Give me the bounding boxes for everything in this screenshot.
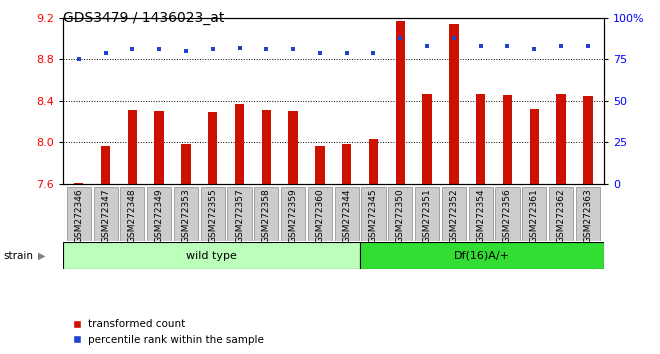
Text: GSM272349: GSM272349: [154, 189, 164, 243]
Text: GSM272346: GSM272346: [75, 189, 83, 243]
Bar: [342, 143, 351, 184]
FancyBboxPatch shape: [201, 187, 225, 241]
Bar: [235, 104, 244, 184]
FancyBboxPatch shape: [469, 187, 493, 241]
FancyBboxPatch shape: [388, 187, 412, 241]
FancyBboxPatch shape: [335, 187, 359, 241]
Bar: [127, 110, 137, 184]
FancyBboxPatch shape: [549, 187, 573, 241]
Bar: [395, 21, 405, 184]
FancyBboxPatch shape: [94, 187, 117, 241]
Text: GSM272354: GSM272354: [476, 189, 485, 243]
Text: Df(16)A/+: Df(16)A/+: [454, 251, 510, 261]
Text: strain: strain: [3, 251, 33, 261]
FancyBboxPatch shape: [67, 187, 91, 241]
Point: [422, 43, 432, 49]
Text: GSM272361: GSM272361: [530, 189, 539, 243]
Point: [100, 50, 111, 56]
Point: [502, 43, 513, 49]
FancyBboxPatch shape: [496, 187, 519, 241]
Bar: [369, 139, 378, 184]
Point: [395, 35, 405, 40]
FancyBboxPatch shape: [228, 187, 251, 241]
Bar: [422, 93, 432, 184]
FancyBboxPatch shape: [362, 187, 385, 241]
Text: GSM272355: GSM272355: [209, 189, 217, 243]
Point: [315, 50, 325, 56]
Bar: [449, 24, 459, 184]
FancyBboxPatch shape: [147, 187, 171, 241]
Legend: transformed count, percentile rank within the sample: transformed count, percentile rank withi…: [68, 315, 268, 349]
Point: [449, 35, 459, 40]
Point: [529, 46, 539, 52]
Bar: [288, 111, 298, 184]
Bar: [360, 242, 604, 269]
Text: wild type: wild type: [186, 251, 237, 261]
Point: [556, 43, 566, 49]
Bar: [182, 143, 191, 184]
Text: GSM272358: GSM272358: [262, 189, 271, 243]
Bar: [154, 111, 164, 184]
Text: GSM272357: GSM272357: [235, 189, 244, 243]
FancyBboxPatch shape: [308, 187, 332, 241]
Text: ▶: ▶: [38, 251, 46, 261]
Bar: [556, 93, 566, 184]
Point: [73, 57, 84, 62]
FancyBboxPatch shape: [415, 187, 439, 241]
Bar: [529, 109, 539, 184]
Point: [368, 50, 379, 56]
Text: GSM272351: GSM272351: [422, 189, 432, 243]
Point: [475, 43, 486, 49]
Text: GSM272345: GSM272345: [369, 189, 378, 243]
Point: [288, 46, 298, 52]
Point: [207, 46, 218, 52]
Text: GSM272363: GSM272363: [583, 189, 592, 243]
FancyBboxPatch shape: [442, 187, 466, 241]
Point: [234, 45, 245, 51]
Text: GSM272353: GSM272353: [182, 189, 191, 243]
Point: [341, 50, 352, 56]
Text: GSM272362: GSM272362: [556, 189, 566, 243]
Bar: [74, 183, 83, 184]
Bar: [208, 112, 217, 184]
Text: GSM272356: GSM272356: [503, 189, 512, 243]
FancyBboxPatch shape: [254, 187, 279, 241]
Bar: [315, 145, 325, 184]
Bar: [503, 95, 512, 184]
Text: GSM272348: GSM272348: [128, 189, 137, 243]
Bar: [101, 145, 110, 184]
Bar: [261, 110, 271, 184]
Bar: [583, 96, 593, 184]
Point: [583, 43, 593, 49]
Text: GSM272352: GSM272352: [449, 189, 458, 243]
Point: [154, 46, 164, 52]
Text: GSM272359: GSM272359: [288, 189, 298, 243]
Text: GSM272347: GSM272347: [101, 189, 110, 243]
Text: GSM272360: GSM272360: [315, 189, 325, 243]
Text: GDS3479 / 1436023_at: GDS3479 / 1436023_at: [63, 11, 224, 25]
FancyBboxPatch shape: [120, 187, 145, 241]
FancyBboxPatch shape: [576, 187, 600, 241]
Text: GSM272344: GSM272344: [342, 189, 351, 243]
Bar: [476, 93, 485, 184]
Text: GSM272350: GSM272350: [396, 189, 405, 243]
Point: [127, 46, 138, 52]
FancyBboxPatch shape: [281, 187, 305, 241]
FancyBboxPatch shape: [174, 187, 198, 241]
FancyBboxPatch shape: [522, 187, 546, 241]
Point: [261, 46, 272, 52]
Point: [181, 48, 191, 54]
Bar: [63, 242, 360, 269]
